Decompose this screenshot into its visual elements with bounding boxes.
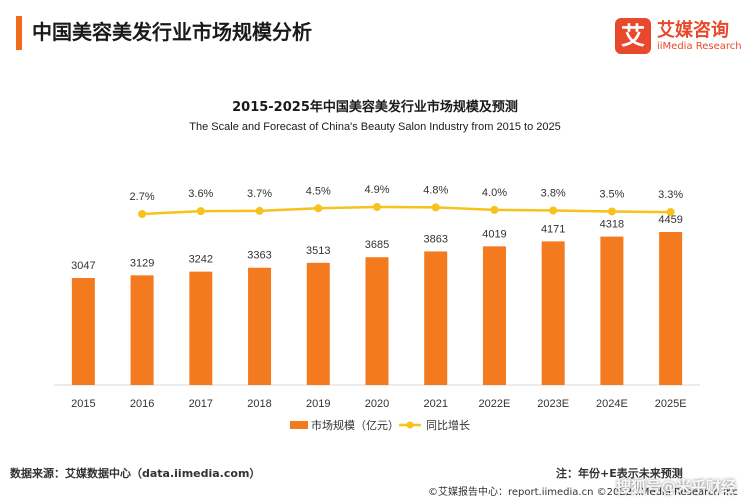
- bar-2021: [424, 251, 448, 385]
- bar-2024E: [600, 236, 624, 385]
- x-tick-2025E: 2025E: [655, 398, 687, 410]
- footer-note: 注：年份+E表示未来预测: [556, 467, 683, 480]
- legend-swatch-market-size: [290, 421, 308, 429]
- bar-label-2017: 3242: [189, 254, 213, 266]
- bar-label-2015: 3047: [71, 260, 95, 272]
- growth-label-2025E: 3.3%: [658, 189, 683, 201]
- bar-label-2020: 3685: [365, 239, 389, 251]
- growth-label-2024E: 3.5%: [599, 188, 624, 200]
- bar-2016: [130, 275, 154, 385]
- growth-point-2017: [196, 207, 205, 216]
- bar-label-2024E: 4318: [600, 219, 624, 231]
- growth-point-2016: [138, 210, 147, 218]
- legend-marker-growth: [406, 421, 414, 429]
- x-tick-2019: 2019: [306, 398, 330, 410]
- bar-2017: [189, 271, 213, 385]
- growth-point-2019: [314, 204, 323, 213]
- footer-report: ©艾媒报告中心：report.iimedia.cn ©2022 iiMedia …: [428, 487, 738, 498]
- x-tick-2015: 2015: [71, 398, 95, 410]
- bar-2025E: [659, 232, 683, 385]
- bar-label-2021: 3863: [423, 233, 447, 245]
- bar-label-2023E: 4171: [541, 223, 565, 235]
- legend-label-market-size: 市场规模（亿元）: [311, 418, 399, 432]
- growth-label-2021: 4.8%: [423, 184, 448, 196]
- x-tick-2016: 2016: [130, 398, 154, 410]
- growth-label-2020: 4.9%: [364, 184, 389, 196]
- x-tick-2017: 2017: [189, 398, 213, 410]
- bar-label-2018: 3363: [247, 250, 271, 262]
- bar-2018: [248, 267, 272, 385]
- growth-point-2018: [255, 206, 264, 215]
- growth-point-2025E: [666, 208, 675, 217]
- logo-name-en: iiMedia Research: [657, 41, 742, 52]
- footer-source: 数据来源：艾媒数据中心（data.iimedia.com）: [10, 467, 261, 480]
- x-tick-2018: 2018: [247, 398, 271, 410]
- x-tick-2024E: 2024E: [596, 398, 628, 410]
- bar-2020: [365, 257, 389, 385]
- chart-subtitle: The Scale and Forecast of China's Beauty…: [189, 121, 561, 133]
- growth-label-2016: 2.7%: [130, 191, 155, 203]
- x-tick-2021: 2021: [423, 398, 447, 410]
- growth-point-2023E: [549, 206, 558, 215]
- growth-label-2019: 4.5%: [306, 185, 331, 197]
- growth-label-2022E: 4.0%: [482, 187, 507, 199]
- growth-label-2018: 3.7%: [247, 188, 272, 200]
- market-size-chart: 3047 2015 3129 2016 3242 2017 3363 2018 3513 2019…: [54, 184, 700, 432]
- logo-name-cn: 艾媒咨询: [657, 20, 729, 41]
- chart-title: 2015-2025年中国美容美发行业市场规模及预测: [232, 100, 518, 115]
- growth-label-2017: 3.6%: [188, 188, 213, 200]
- growth-point-2020: [373, 203, 381, 211]
- bar-2019: [306, 262, 330, 385]
- growth-label-2023E: 3.8%: [541, 188, 566, 200]
- iimedia-logo: 艾 艾媒咨询 iiMedia Research: [615, 18, 742, 58]
- legend-label-growth: 同比增长: [426, 418, 470, 432]
- x-tick-2023E: 2023E: [537, 398, 569, 410]
- bar-label-2022E: 4019: [482, 228, 506, 240]
- x-tick-2020: 2020: [365, 398, 389, 410]
- growth-point-2021: [431, 203, 440, 212]
- bar-label-2025E: 4459: [658, 214, 682, 226]
- page-title: 中国美容美发行业市场规模分析: [32, 20, 312, 44]
- title-accent-bar: [16, 16, 22, 50]
- x-tick-2022E: 2022E: [479, 398, 511, 410]
- bar-2023E: [541, 241, 565, 385]
- bar-2022E: [482, 246, 506, 385]
- bar-label-2019: 3513: [306, 245, 330, 257]
- watermark: 搜狐号@米乎财经: [616, 478, 737, 496]
- logo-mark-icon: 艾: [615, 18, 651, 54]
- growth-point-2024E: [607, 207, 616, 216]
- bar-2015: [71, 278, 95, 385]
- growth-point-2022E: [490, 205, 499, 214]
- bar-label-2016: 3129: [130, 257, 154, 269]
- growth-line: [142, 205, 671, 216]
